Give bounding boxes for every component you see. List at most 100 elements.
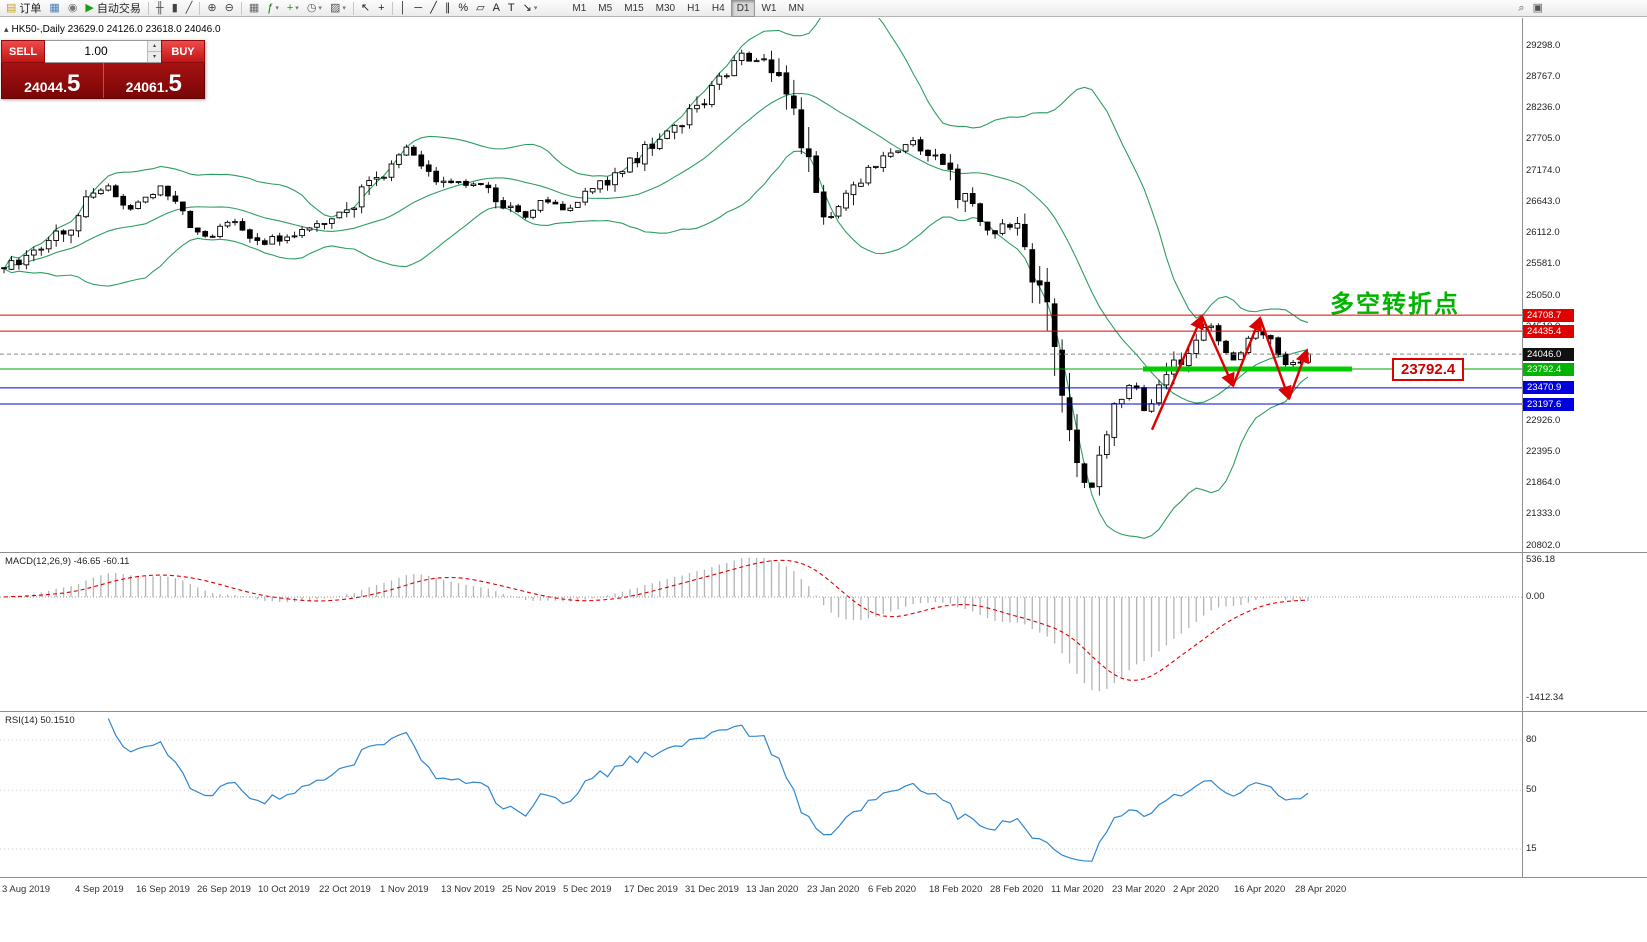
candle-body bbox=[500, 200, 507, 209]
text-label-button[interactable]: T bbox=[504, 1, 519, 16]
candle-body bbox=[127, 205, 134, 210]
timeframe-w1-button[interactable]: W1 bbox=[761, 2, 777, 14]
trend-arrow[interactable] bbox=[1231, 316, 1263, 387]
candle-body bbox=[112, 185, 119, 198]
cursor-icon: ↖ bbox=[360, 1, 371, 14]
timeframe-m5-button[interactable]: M5 bbox=[598, 2, 613, 14]
text-icon: A bbox=[492, 1, 500, 14]
trend-arrow[interactable] bbox=[1287, 348, 1310, 400]
candle-body bbox=[589, 188, 596, 193]
candle-body bbox=[83, 196, 89, 218]
add-indicator-button[interactable]: + ▾ bbox=[283, 1, 303, 16]
buy-button[interactable]: BUY bbox=[161, 40, 205, 63]
candle-body bbox=[1118, 398, 1125, 405]
trendline-button[interactable]: ╱ bbox=[426, 1, 441, 16]
date-axis-label: 28 Feb 2020 bbox=[990, 884, 1044, 895]
date-axis[interactable]: 3 Aug 2019 4 Sep 2019 16 Sep 2019 26 Sep 20… bbox=[0, 878, 1522, 942]
candle-body bbox=[515, 205, 521, 212]
timeframe-toolbar: M1 M5 M15 M30 H1 H4 D1 W1 MN bbox=[566, 0, 810, 17]
timeframe-m1-button[interactable]: M1 bbox=[572, 2, 587, 14]
candle-body bbox=[1029, 249, 1036, 283]
candle-body bbox=[299, 228, 305, 237]
text-button[interactable]: A bbox=[489, 1, 504, 16]
zoom-in-button[interactable]: ⊕ bbox=[203, 1, 220, 16]
timeframe-mn-button[interactable]: MN bbox=[788, 2, 805, 14]
cursor-button[interactable]: ↖ bbox=[357, 1, 374, 16]
date-axis-label: 31 Dec 2019 bbox=[685, 884, 739, 895]
ask-price: 24061. 5 bbox=[104, 63, 205, 98]
rsi-axis-50: 50 bbox=[1526, 784, 1537, 795]
volume-input[interactable]: 1.00 bbox=[84, 44, 108, 58]
price-axis[interactable]: 536.18 0.00 -1412.34 80 50 15 29298.0 287… bbox=[1523, 18, 1647, 942]
horizontal-line-button[interactable]: ─ bbox=[410, 1, 426, 16]
timeframe-h1-button[interactable]: H1 bbox=[687, 2, 700, 14]
rsi-pane[interactable]: RSI(14) 50.1510 bbox=[0, 712, 1522, 877]
price-axis-label: 25581.0 bbox=[1526, 258, 1561, 270]
candle-body bbox=[843, 192, 849, 209]
templates-button[interactable]: ▨ ▾ bbox=[326, 1, 350, 16]
vertical-line-button[interactable]: │ bbox=[396, 1, 411, 16]
date-axis-label: 11 Mar 2020 bbox=[1051, 884, 1104, 895]
autotrade-button[interactable]: ▶ 自动交易 bbox=[81, 1, 144, 16]
zoom-out-button[interactable]: ⊖ bbox=[221, 1, 238, 16]
chart-window-button[interactable]: ▦ bbox=[45, 1, 63, 16]
crosshair-button[interactable]: + bbox=[374, 1, 388, 16]
profile-button[interactable]: ◉ bbox=[64, 1, 82, 16]
candle-body bbox=[753, 60, 760, 63]
shapes-button[interactable]: ▱ bbox=[472, 1, 488, 16]
candle-body bbox=[120, 195, 127, 206]
fibonacci-button[interactable]: % bbox=[454, 1, 472, 16]
timeframe-m15-button[interactable]: M15 bbox=[624, 2, 644, 14]
candle-body bbox=[917, 139, 924, 152]
timeframe-d1-button[interactable]: D1 bbox=[730, 0, 756, 17]
macd-signal-line bbox=[3, 559, 1309, 681]
date-axis-label: 13 Jan 2020 bbox=[746, 884, 799, 895]
trend-arrow[interactable] bbox=[1200, 315, 1235, 388]
trend-arrow[interactable] bbox=[1258, 317, 1292, 401]
new-order-button[interactable]: ▤ 订单 bbox=[2, 1, 45, 16]
symbol-marker-icon: ▴ bbox=[4, 24, 9, 34]
rsi-chart bbox=[0, 718, 1522, 862]
new-order-label: 订单 bbox=[19, 3, 42, 15]
price-axis-label: 26643.0 bbox=[1526, 195, 1561, 207]
volume-increase-button[interactable]: ▴ bbox=[148, 41, 161, 52]
candle-body bbox=[1215, 325, 1222, 342]
pane-separator[interactable] bbox=[0, 711, 1647, 712]
candle-body bbox=[880, 155, 887, 169]
sell-button[interactable]: SELL bbox=[1, 40, 45, 63]
candle-body bbox=[306, 227, 313, 231]
candle-body bbox=[925, 149, 931, 157]
grid-button[interactable]: ▦ bbox=[245, 1, 263, 16]
line-chart-button[interactable]: ╱ bbox=[182, 1, 197, 16]
search-button[interactable]: ⌕ bbox=[1514, 1, 1528, 16]
candle-body bbox=[582, 190, 589, 203]
volume-decrease-button[interactable]: ▾ bbox=[148, 52, 161, 62]
candle-body bbox=[448, 180, 454, 184]
candle-body bbox=[433, 170, 440, 183]
arrows-button[interactable]: ↘ ▾ bbox=[519, 1, 542, 16]
candlestick-chart[interactable] bbox=[0, 18, 1522, 552]
main-chart-pane[interactable]: ▴ HK50-,Daily 23629.0 24126.0 23618.0 240… bbox=[0, 18, 1522, 552]
candle-body bbox=[1193, 339, 1200, 354]
pane-separator[interactable] bbox=[0, 552, 1647, 553]
chart-shift-button[interactable]: ▣ bbox=[1529, 1, 1547, 16]
candle-body bbox=[627, 157, 633, 173]
timeframe-h4-button[interactable]: H4 bbox=[711, 2, 725, 14]
date-axis-label: 17 Dec 2019 bbox=[624, 884, 678, 895]
indicators-button[interactable]: ƒ ▾ bbox=[263, 1, 283, 16]
candle-body bbox=[403, 146, 410, 156]
date-axis-border bbox=[0, 877, 1647, 878]
trend-arrow[interactable] bbox=[1150, 314, 1204, 431]
macd-pane[interactable]: MACD(12,26,9) -46.65 -60.11 bbox=[0, 553, 1522, 711]
candle-body bbox=[202, 231, 209, 237]
timeframe-m30-button[interactable]: M30 bbox=[655, 2, 676, 14]
equidistant-channel-button[interactable]: ∥ bbox=[441, 1, 455, 16]
candle-body bbox=[872, 165, 879, 168]
bar-chart-button[interactable]: ╫ bbox=[152, 1, 168, 16]
candle-body bbox=[396, 154, 402, 165]
candle-body bbox=[887, 152, 894, 157]
periods-button[interactable]: ◷ ▾ bbox=[303, 1, 326, 16]
candle-body bbox=[932, 154, 939, 157]
candlestick-chart-button[interactable]: ▮ bbox=[168, 1, 182, 16]
toolbar-separator bbox=[240, 1, 242, 15]
